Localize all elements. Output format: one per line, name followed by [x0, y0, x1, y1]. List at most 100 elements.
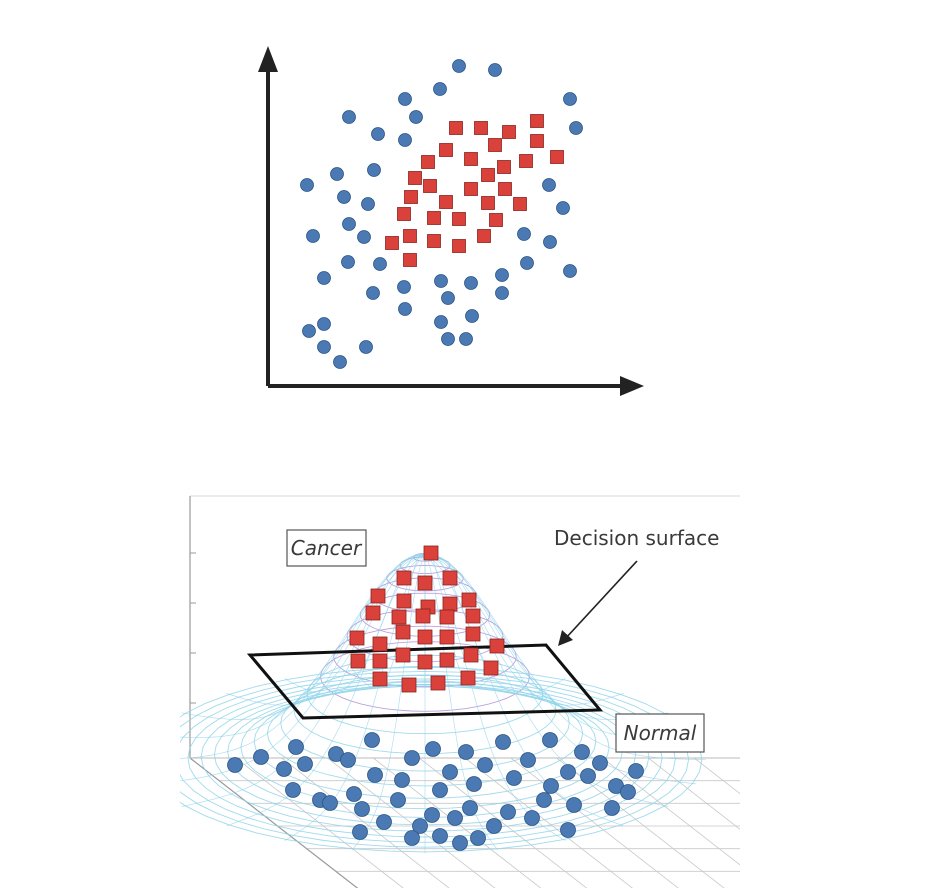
normal-point-marker — [398, 92, 412, 106]
decision-surface-label: Decision surface — [554, 526, 719, 550]
normal-point-marker — [354, 801, 370, 817]
cancer-point-marker — [349, 630, 365, 646]
normal-point-marker — [342, 217, 356, 231]
cancer-point-marker — [408, 171, 422, 185]
normal-point-marker — [458, 744, 474, 760]
cancer-point-marker — [395, 624, 411, 640]
normal-point-marker — [340, 752, 356, 768]
y-axis-arrow-icon — [258, 46, 278, 72]
cancer-point-marker — [530, 134, 544, 148]
normal-point-marker — [500, 804, 516, 820]
cancer-point-marker — [498, 182, 512, 196]
normal-point-marker — [337, 190, 351, 204]
normal-point-marker — [330, 167, 344, 181]
normal-point-marker — [569, 121, 583, 135]
cancer-point-marker — [513, 197, 527, 211]
normal-point-marker — [465, 309, 479, 323]
cancer-point-marker — [439, 609, 455, 625]
cancer-point-marker — [460, 670, 476, 686]
cancer-point-marker — [396, 570, 412, 586]
cancer-point-marker — [489, 638, 505, 654]
normal-point-marker — [486, 818, 502, 834]
normal-point-marker — [253, 749, 269, 765]
cancer-point-marker — [423, 179, 437, 193]
cancer-point-marker — [350, 653, 366, 669]
cancer-point-marker — [477, 229, 491, 243]
normal-point-marker — [367, 767, 383, 783]
cancer-point-marker — [497, 160, 511, 174]
normal-point-marker — [373, 257, 387, 271]
normal-point-marker — [536, 792, 552, 808]
normal-point-marker — [566, 797, 582, 813]
normal-point-marker — [452, 59, 466, 73]
cancer-point-marker — [550, 150, 564, 164]
cancer-point-marker — [372, 653, 388, 669]
cancer-point-marker — [481, 196, 495, 210]
cancer-point-marker — [483, 660, 499, 676]
normal-point-marker — [488, 63, 502, 77]
cancer-point-marker — [427, 234, 441, 248]
normal-point-marker — [424, 807, 440, 823]
cancer-point-marker — [427, 211, 441, 225]
normal-point-marker — [371, 127, 385, 141]
cancer-point-marker — [442, 570, 458, 586]
plot-3d — [180, 495, 740, 888]
mesh-spoke — [424, 554, 624, 827]
normal-point-marker — [352, 824, 368, 840]
cancer-point-marker — [463, 647, 479, 663]
mesh-spoke — [180, 554, 426, 738]
cancer-point-marker — [439, 143, 453, 157]
normal-point-marker — [434, 274, 448, 288]
cancer-point-marker — [372, 636, 388, 652]
mesh-spoke — [424, 553, 624, 706]
normal-point-marker — [366, 286, 380, 300]
normal-point-marker — [342, 110, 356, 124]
cancer-point-marker — [396, 593, 412, 609]
cancer-point-marker — [449, 121, 463, 135]
cancer-point-marker — [452, 212, 466, 226]
cancer-point-marker — [421, 155, 435, 169]
normal-label-box: Normal — [615, 713, 705, 753]
normal-label: Normal — [624, 721, 697, 745]
mesh-spoke — [181, 554, 426, 720]
normal-point-marker — [592, 755, 608, 771]
cancer-point-marker — [489, 213, 503, 227]
normal-point-marker — [300, 178, 314, 192]
normal-point-marker — [276, 761, 292, 777]
normal-point-marker — [361, 197, 375, 211]
normal-point-marker — [227, 757, 243, 773]
normal-point-marker — [425, 741, 441, 757]
normal-point-marker — [520, 256, 534, 270]
cancer-point-marker — [403, 229, 417, 243]
normal-point-marker — [341, 255, 355, 269]
normal-point-marker — [433, 82, 447, 96]
cancer-point-marker — [474, 121, 488, 135]
normal-point-marker — [404, 750, 420, 766]
scatter-2d — [258, 46, 644, 396]
mesh-spoke — [352, 553, 426, 689]
cancer-label-border — [286, 529, 367, 567]
normal-point-marker — [543, 778, 559, 794]
normal-point-marker — [495, 286, 509, 300]
cancer-point-marker — [417, 654, 433, 670]
cancer-point-marker — [395, 647, 411, 663]
cancer-point-marker — [385, 236, 399, 250]
normal-points-2d — [300, 59, 583, 369]
normal-point-marker — [367, 163, 381, 177]
mesh-spoke — [424, 554, 498, 851]
normal-point-marker — [390, 792, 406, 808]
normal-point-marker — [556, 201, 570, 215]
normal-point-marker — [441, 332, 455, 346]
cancer-label: Cancer — [291, 536, 363, 560]
normal-point-marker — [563, 264, 577, 278]
normal-point-marker — [560, 822, 576, 838]
cancer-point-marker — [391, 609, 407, 625]
normal-point-marker — [520, 752, 536, 768]
normal-points-3d — [227, 732, 644, 851]
mesh-spoke — [424, 554, 669, 720]
normal-point-marker — [495, 268, 509, 282]
normal-point-marker — [394, 772, 410, 788]
normal-point-marker — [317, 317, 331, 331]
normal-point-marker — [442, 764, 458, 780]
